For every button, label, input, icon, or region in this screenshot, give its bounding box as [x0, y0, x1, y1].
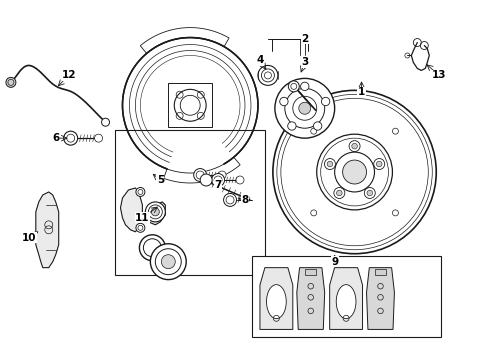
- Polygon shape: [142, 202, 165, 225]
- Bar: [168, 84, 212, 127]
- Circle shape: [336, 190, 342, 196]
- Circle shape: [136, 188, 144, 197]
- Polygon shape: [329, 268, 362, 329]
- Circle shape: [161, 255, 175, 269]
- Bar: [305, 269, 316, 275]
- Text: 8: 8: [241, 195, 248, 205]
- Bar: [251, 256, 440, 337]
- Circle shape: [366, 190, 372, 196]
- Text: 7: 7: [214, 180, 222, 190]
- Circle shape: [287, 122, 295, 130]
- Polygon shape: [163, 157, 240, 183]
- Polygon shape: [36, 192, 59, 268]
- Polygon shape: [260, 268, 292, 329]
- Bar: [374, 269, 385, 275]
- Circle shape: [236, 176, 244, 184]
- Circle shape: [376, 161, 381, 167]
- Ellipse shape: [266, 285, 285, 319]
- Circle shape: [211, 174, 224, 186]
- Text: 6: 6: [52, 133, 59, 143]
- Circle shape: [150, 244, 186, 280]
- Circle shape: [351, 143, 357, 149]
- Text: 5: 5: [156, 175, 163, 185]
- Text: 10: 10: [21, 233, 36, 243]
- Circle shape: [218, 171, 225, 179]
- Ellipse shape: [336, 285, 355, 319]
- Text: 4: 4: [256, 55, 263, 66]
- Circle shape: [272, 90, 435, 254]
- Circle shape: [139, 235, 165, 261]
- Polygon shape: [366, 268, 394, 329]
- Circle shape: [298, 102, 310, 114]
- Bar: [115, 130, 264, 275]
- Text: 2: 2: [301, 33, 308, 44]
- Circle shape: [223, 193, 236, 206]
- Text: 12: 12: [61, 71, 76, 80]
- Text: 2: 2: [301, 33, 308, 44]
- Text: 9: 9: [330, 257, 338, 267]
- Circle shape: [6, 77, 16, 87]
- Circle shape: [288, 81, 299, 92]
- Circle shape: [174, 89, 206, 121]
- Circle shape: [102, 118, 109, 126]
- Circle shape: [313, 122, 321, 130]
- Circle shape: [200, 174, 212, 186]
- Circle shape: [258, 66, 277, 85]
- Circle shape: [151, 208, 159, 216]
- Circle shape: [94, 134, 102, 142]
- Text: 11: 11: [135, 213, 149, 223]
- Circle shape: [279, 97, 287, 106]
- Text: 13: 13: [431, 71, 446, 80]
- Circle shape: [342, 160, 366, 184]
- Circle shape: [300, 82, 308, 91]
- Polygon shape: [140, 28, 228, 53]
- Circle shape: [321, 97, 329, 106]
- Circle shape: [193, 168, 206, 181]
- Text: 1: 1: [357, 87, 365, 97]
- Circle shape: [274, 78, 334, 138]
- Polygon shape: [296, 268, 324, 329]
- Circle shape: [145, 202, 165, 222]
- Polygon shape: [120, 188, 142, 232]
- Circle shape: [63, 131, 78, 145]
- Circle shape: [326, 161, 332, 167]
- Circle shape: [316, 134, 392, 210]
- Polygon shape: [167, 84, 213, 127]
- Text: 3: 3: [301, 58, 308, 67]
- Circle shape: [136, 223, 144, 232]
